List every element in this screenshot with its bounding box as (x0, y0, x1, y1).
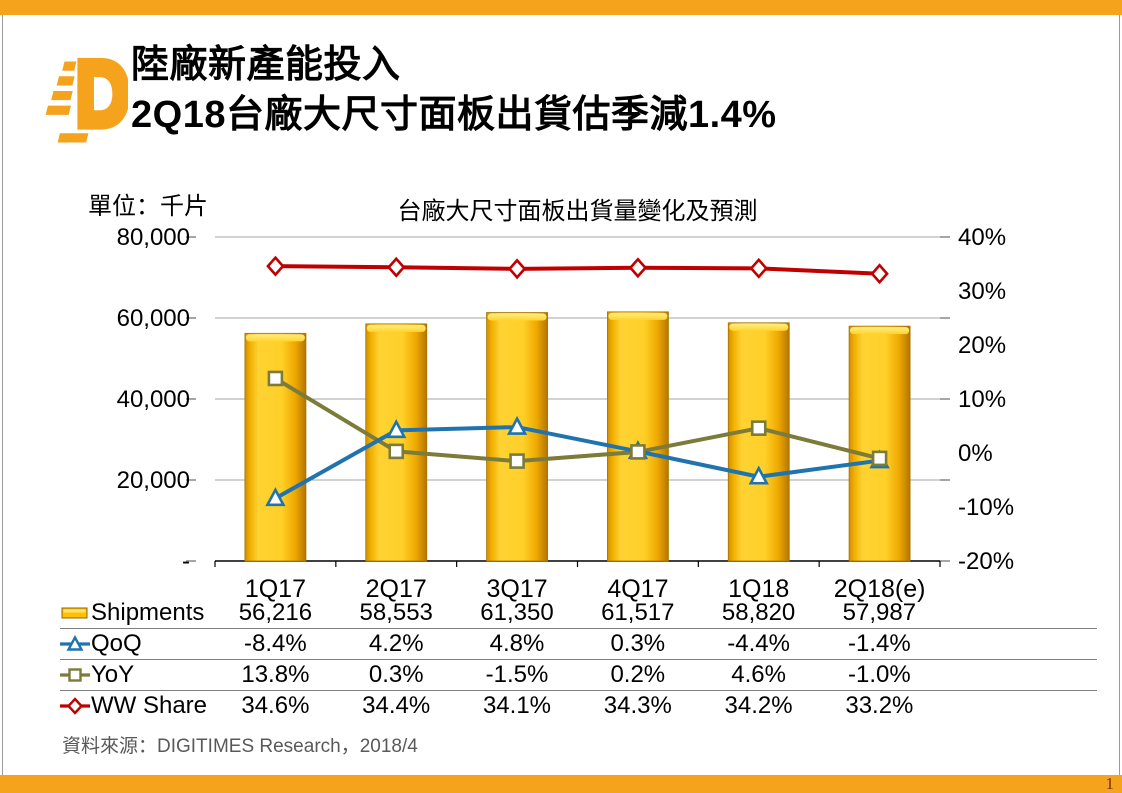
series-label: Shipments (91, 599, 205, 626)
right-edge-line (1119, 15, 1120, 775)
legend-cell: YoY (60, 661, 215, 689)
svg-text:40,000: 40,000 (117, 386, 190, 413)
table-cell: 57,987 (842, 599, 917, 626)
table-cell: 58,820 (721, 599, 796, 626)
svg-text:40%: 40% (958, 224, 1006, 251)
table-cell: -1.0% (848, 661, 911, 688)
table-cell: 34.6% (241, 692, 310, 719)
top-accent-bar (0, 0, 1122, 15)
table-cell: 34.3% (603, 692, 672, 719)
table-cell: 61,350 (480, 599, 554, 626)
table-cell: 4.6% (731, 661, 786, 688)
table-cell: 34.2% (724, 692, 793, 719)
table-cell: -4.4% (727, 630, 790, 657)
qoq-triangle-icon (60, 635, 90, 651)
svg-text:10%: 10% (958, 386, 1006, 413)
series-label: QoQ (91, 630, 142, 657)
digitimes-logo (45, 57, 128, 143)
table-cell: 0.2% (610, 661, 666, 688)
table-cell: 56,216 (238, 599, 313, 626)
table-row: YoY 13.8% 0.3% -1.5% 0.2% 4.6% -1.0% (60, 659, 1097, 690)
source-note: 資料來源：DIGITIMES Research，2018/4 (62, 736, 418, 757)
table-row: Shipments 56,216 58,553 61,350 61,517 58,820 5… (60, 598, 1097, 628)
table-cell: -1.5% (485, 661, 549, 688)
yoy-square-icon (60, 668, 90, 682)
series-label: WW Share (91, 692, 208, 719)
data-table: Shipments 56,216 58,553 61,350 61,517 58,820 5… (60, 598, 1097, 721)
table-cell: 4.8% (489, 630, 545, 657)
table-cell: -8.4% (244, 630, 307, 657)
title-line-2: 2Q18台廠大尺寸面板出貨估季減1.4% (131, 94, 777, 136)
table-cell: 34.1% (482, 692, 552, 719)
legend-cell: Shipments (60, 599, 215, 627)
page-number: 1 (1105, 774, 1115, 793)
table-cell: 33.2% (845, 692, 914, 719)
table-cell: 58,553 (359, 599, 433, 626)
shipments-bar-icon (61, 607, 88, 619)
table-cell: 0.3% (610, 630, 666, 657)
svg-text:0%: 0% (958, 440, 993, 467)
legend-cell: WW Share (60, 692, 215, 720)
table-cell: 4.2% (368, 630, 424, 657)
ww-share-diamond-icon (60, 697, 90, 715)
series-label: YoY (91, 661, 135, 688)
table-row: QoQ -8.4% 4.2% 4.8% 0.3% -4.4% -1.4% (60, 628, 1097, 659)
legend-cell: QoQ (60, 630, 215, 658)
svg-text:-20%: -20% (958, 548, 1014, 575)
svg-text:-: - (182, 548, 190, 575)
svg-text:60,000: 60,000 (117, 305, 190, 332)
chart-title: 台廠大尺寸面板出貨量變化及預測 (397, 198, 758, 225)
bottom-accent-bar: 1 (0, 775, 1122, 793)
unit-label: 單位：千片 (88, 193, 208, 220)
title-line-1: 陸廠新產能投入 (131, 44, 401, 86)
slide-title: 陸廠新產能投入 2Q18台廠大尺寸面板出貨估季減1.4% (131, 40, 1091, 140)
svg-text:80,000: 80,000 (117, 224, 190, 251)
svg-text:20%: 20% (958, 332, 1006, 359)
svg-text:30%: 30% (958, 278, 1006, 305)
table-cell: 61,517 (601, 599, 675, 626)
left-edge-line (2, 15, 3, 775)
table-cell: 34.4% (362, 692, 431, 719)
table-cell: 13.8% (241, 661, 310, 688)
svg-text:-10%: -10% (958, 494, 1014, 521)
svg-text:20,000: 20,000 (117, 467, 190, 494)
table-row: WW Share 34.6% 34.4% 34.1% 34.3% 34.2% 33.2% (60, 690, 1097, 721)
table-cell: 0.3% (368, 661, 424, 688)
table-cell: -1.4% (848, 630, 911, 657)
